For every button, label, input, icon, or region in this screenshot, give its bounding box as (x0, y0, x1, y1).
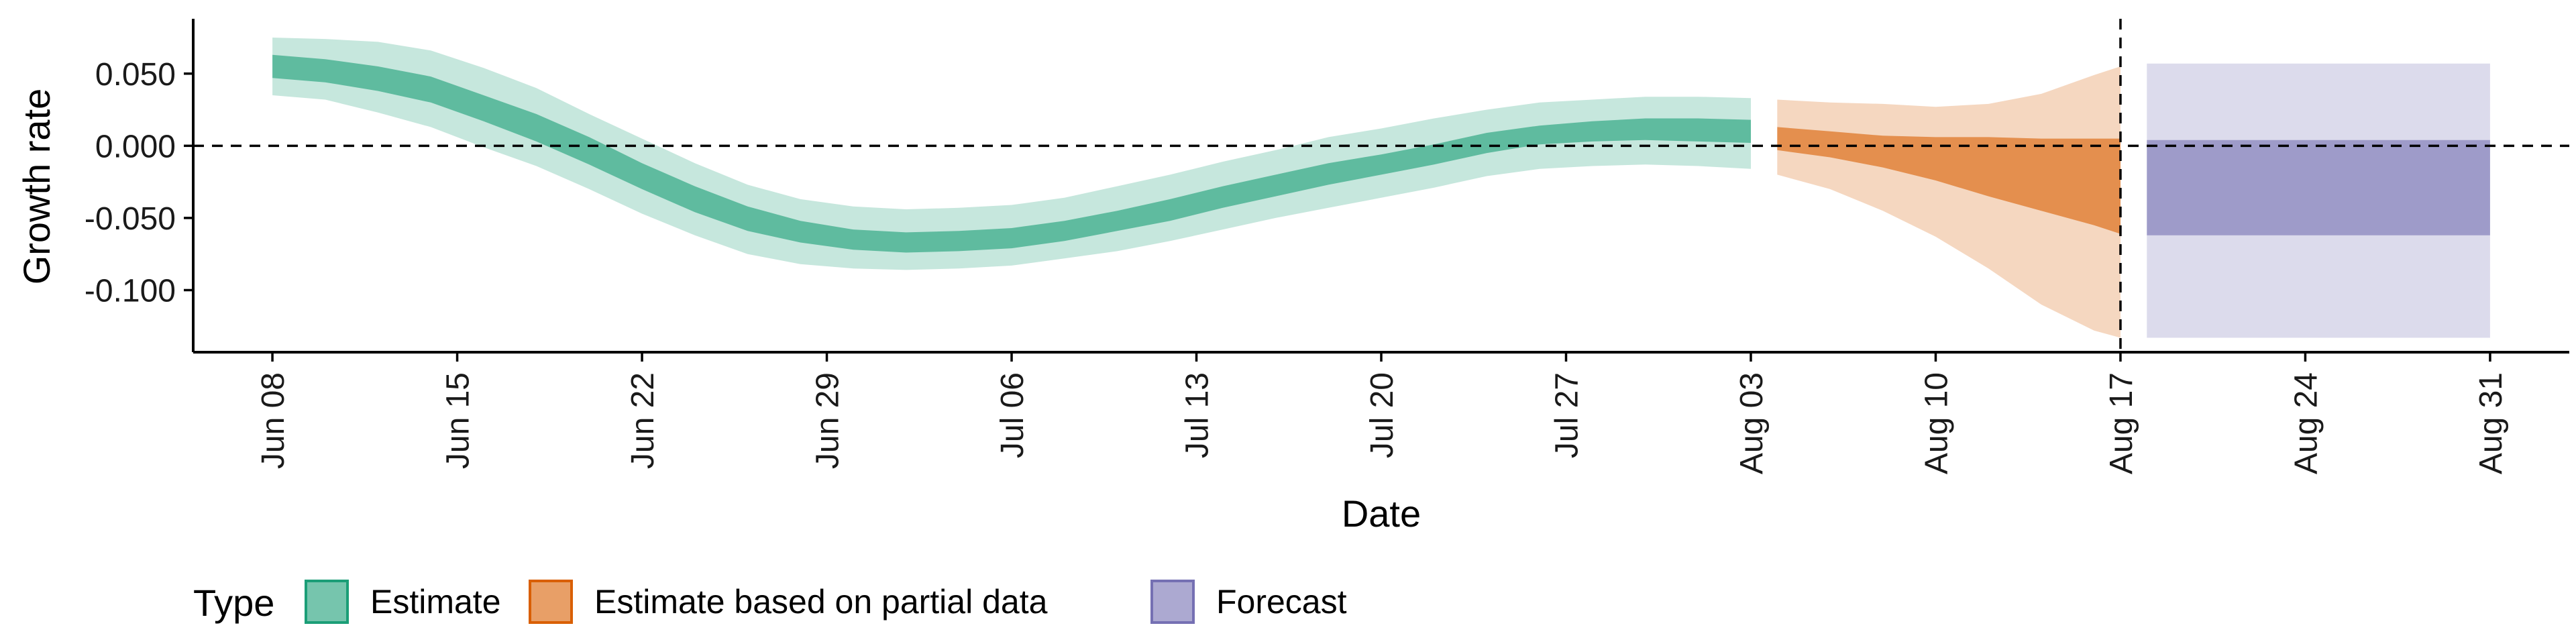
legend-swatch (1150, 580, 1195, 624)
y-axis-title: Growth rate (15, 89, 58, 285)
band-inner-estimate-based-on-partial-data (1777, 127, 2121, 234)
y-tick-label: 0.000 (95, 129, 176, 164)
x-tick-label: Aug 10 (1919, 372, 1955, 474)
x-tick-label: Aug 03 (1734, 372, 1770, 474)
y-tick-label: -0.050 (85, 201, 176, 237)
band-inner-estimate (272, 54, 1751, 253)
x-axis-title: Date (1342, 492, 1421, 535)
legend-entry-estimate: Estimate (305, 580, 501, 624)
legend-swatch (529, 580, 573, 624)
legend-entry-estimate-based-on-partial-data: Estimate based on partial data (529, 580, 1048, 624)
x-tick-label: Jun 22 (625, 372, 661, 469)
reference-lines (193, 19, 2569, 352)
x-tick-label: Jul 13 (1180, 372, 1216, 458)
legend-title: Type (193, 582, 274, 624)
legend-label: Estimate (370, 583, 501, 621)
x-ticks: Jun 08 Jun 15 Jun 22 Jun 29 Jul 06 Jul 13 Jul … (256, 352, 2509, 474)
legend-label: Estimate based on partial data (594, 583, 1048, 621)
x-tick-label: Jul 20 (1364, 372, 1400, 458)
x-tick-label: Aug 31 (2473, 372, 2509, 474)
legend-entry-forecast: Forecast (1150, 580, 1347, 624)
legend-swatch (305, 580, 349, 624)
y-tick-label: -0.100 (85, 273, 176, 309)
y-ticks: 0.050 0.000 -0.050 -0.100 (85, 57, 193, 309)
band-inner-forecast (2147, 140, 2490, 235)
x-tick-label: Jun 08 (256, 372, 291, 469)
x-tick-label: Aug 24 (2288, 372, 2324, 474)
x-tick-label: Aug 17 (2104, 372, 2139, 474)
x-tick-label: Jun 29 (810, 372, 846, 469)
x-tick-label: Jun 15 (441, 372, 476, 469)
x-tick-label: Jul 06 (995, 372, 1030, 458)
band-outer-estimate (272, 38, 1751, 270)
legend-label: Forecast (1216, 583, 1347, 621)
y-tick-label: 0.050 (95, 57, 176, 93)
legend: Type Estimate Estimate based on partial d… (193, 580, 1347, 624)
x-tick-label: Jul 27 (1550, 372, 1585, 458)
confidence-bands (272, 38, 2490, 338)
